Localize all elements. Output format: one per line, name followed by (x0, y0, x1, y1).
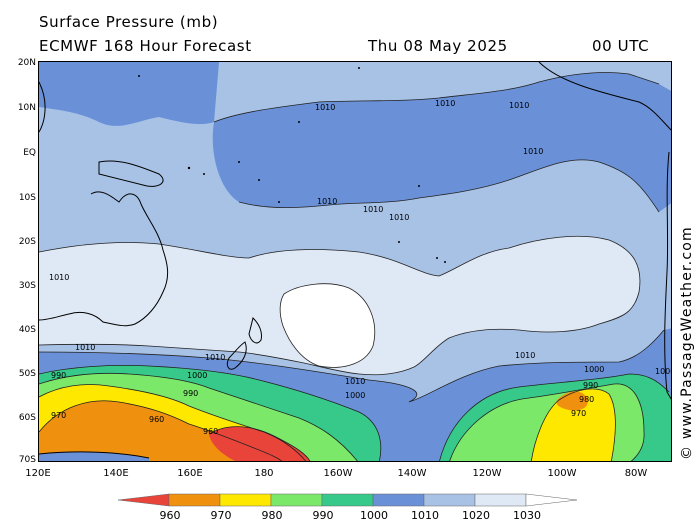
isobar-label: 1010 (363, 205, 383, 214)
isobar-label: 980 (579, 395, 594, 404)
isobar-label: 1010 (205, 353, 225, 362)
legend-swatch (118, 493, 170, 507)
lon-label-100w: 100W (547, 468, 577, 479)
forecast-date: Thu 08 May 2025 (368, 37, 508, 55)
lon-label-160w: 160W (323, 468, 353, 479)
lon-label-140w: 140W (397, 468, 427, 479)
southeast-asia-coast (39, 81, 46, 133)
isobar-label: 960 (203, 427, 218, 436)
new-zealand-north (248, 317, 262, 344)
australia-coast (39, 191, 169, 327)
legend-label-980: 980 (261, 509, 283, 522)
isobar-label: 1010 (389, 213, 409, 222)
isobar-label: 1010 (523, 147, 543, 156)
isobar-label: 1010 (49, 273, 69, 282)
lat-label-70s: 70S (18, 455, 36, 465)
isobar-label: 1010 (75, 343, 95, 352)
pressure-map: 1010 1010 1010 1010 1010 1010 1010 1010 … (38, 61, 672, 462)
lat-label-30s: 30S (18, 281, 36, 291)
legend-label-1020: 1020 (462, 509, 490, 522)
pressure-band-below-960 (209, 426, 310, 461)
isobar-label: 990 (583, 381, 598, 390)
lat-label-eq: EQ (23, 148, 36, 158)
pressure-band-1000-1010-west (39, 62, 219, 126)
lat-label-20s: 20S (18, 237, 36, 247)
central-america-coast (538, 62, 671, 131)
isobar-lines (39, 72, 670, 461)
lat-label-10n: 10N (17, 103, 36, 113)
isobar-labels: 1010 1010 1010 1010 1010 1010 1010 1010 … (49, 99, 672, 436)
lon-label-80w: 80W (624, 468, 648, 479)
lon-label-120e: 120E (25, 468, 51, 479)
lon-label-160e: 160E (177, 468, 203, 479)
lat-label-40s: 40S (18, 325, 36, 335)
color-legend (118, 493, 578, 507)
isobar-label: 1010 (509, 101, 529, 110)
site-credit: © www.PassageWeather.com (679, 226, 695, 460)
legend-swatch (219, 493, 272, 507)
lon-label-120w: 120W (472, 468, 502, 479)
pressure-band-1000-1010-tropics (212, 72, 671, 212)
south-america-coast (664, 151, 671, 400)
new-guinea-coast (98, 160, 164, 187)
isobar-label: 1010 (345, 377, 365, 386)
lon-label-180: 180 (254, 468, 274, 479)
lat-label-20n: 20N (17, 58, 36, 68)
isobar-label: 1010 (515, 351, 535, 360)
isobar-label: 1000 (345, 391, 365, 400)
legend-label-1030: 1030 (513, 509, 541, 522)
pressure-band-above-1030 (280, 283, 375, 368)
isobar-label: 1000 (655, 367, 672, 376)
legend-swatch (270, 493, 323, 507)
lat-label-10s: 10S (18, 193, 36, 203)
legend-label-960: 960 (159, 509, 181, 522)
isobar-label: 1010 (315, 103, 335, 112)
legend-swatch (321, 493, 374, 507)
isobar-label: 1010 (317, 197, 337, 206)
forecast-time: 00 UTC (592, 37, 650, 55)
legend-swatch (168, 493, 221, 507)
pressure-band-960-970-east (556, 391, 588, 411)
legend-swatch (525, 493, 578, 507)
island-dots (138, 67, 446, 263)
isobar-label: 990 (183, 389, 198, 398)
legend-swatch (372, 493, 425, 507)
coastlines (39, 62, 671, 459)
isobar-label: 970 (51, 411, 66, 420)
isobar-label: 960 (149, 415, 164, 424)
legend-label-1000: 1000 (360, 509, 388, 522)
isobar-label: 1000 (584, 365, 604, 374)
lat-label-60s: 60S (18, 413, 36, 423)
model-subtitle: ECMWF 168 Hour Forecast (39, 37, 252, 55)
legend-label-1010: 1010 (411, 509, 439, 522)
isobar-label: 970 (571, 409, 586, 418)
isobar-label: 1000 (187, 371, 207, 380)
antarctica-coast (39, 451, 150, 459)
new-zealand-south (226, 341, 247, 370)
isobar-label: 1010 (435, 99, 455, 108)
legend-swatch (423, 493, 476, 507)
legend-label-990: 990 (312, 509, 334, 522)
legend-label-970: 970 (210, 509, 232, 522)
legend-swatch (474, 493, 527, 507)
lat-label-50s: 50S (18, 369, 36, 379)
lon-label-140e: 140E (103, 468, 129, 479)
chart-title: Surface Pressure (mb) (39, 13, 219, 31)
isobar-label: 990 (51, 371, 66, 380)
